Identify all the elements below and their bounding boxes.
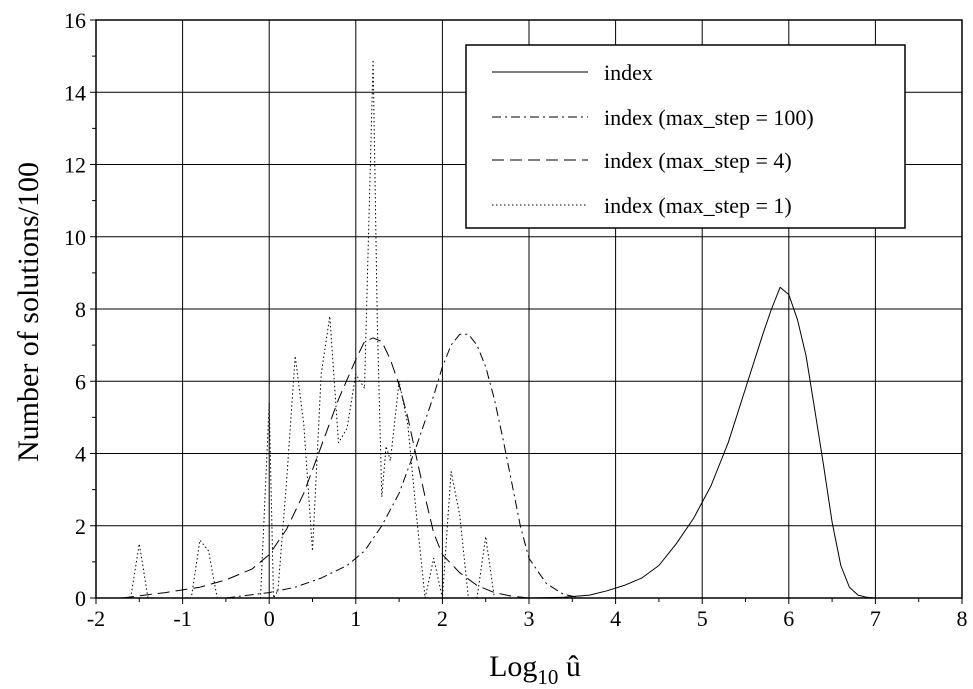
legend-label: index (max_step = 1)	[604, 193, 792, 218]
y-tick-label: 2	[75, 514, 86, 539]
x-tick-label: 2	[437, 606, 448, 631]
series-lines	[121, 59, 962, 599]
y-tick-label: 0	[75, 586, 86, 611]
x-axis-title-subscript: 10	[537, 665, 558, 689]
x-tick-label: 0	[264, 606, 275, 631]
legend: index index (max_step = 100) index (max_st…	[465, 44, 906, 229]
x-tick-label: 4	[610, 606, 621, 631]
x-axis-title: Log10 û	[489, 650, 581, 689]
series-line-dashed	[121, 337, 530, 599]
y-tick-label: 16	[64, 8, 86, 33]
y-tick-label: 10	[64, 225, 86, 250]
y-tick-label: 4	[75, 442, 86, 467]
x-tick-label: 6	[783, 606, 794, 631]
y-tick-label: 12	[64, 153, 86, 178]
x-tick-label: 5	[697, 606, 708, 631]
legend-box	[465, 44, 906, 229]
y-tick-label: 14	[64, 80, 86, 105]
series-line-solid	[528, 286, 962, 599]
legend-label: index (max_step = 100)	[604, 105, 814, 130]
x-tick-label: -1	[173, 606, 191, 631]
legend-label: index	[604, 60, 653, 85]
legend-label: index (max_step = 4)	[604, 148, 792, 173]
x-axis-title-main: Log	[489, 650, 537, 683]
axis-ticks	[90, 19, 963, 604]
series-line-dashdot	[225, 333, 582, 599]
y-axis-title: Number of solutions/100	[12, 162, 45, 462]
x-tick-label: 7	[870, 606, 881, 631]
x-tick-label: -2	[87, 606, 105, 631]
x-tick-label: 8	[957, 606, 968, 631]
y-tick-label: 6	[75, 369, 86, 394]
y-tick-labels: 0 2 4 6 8 10 12 14 16	[64, 8, 86, 611]
y-tick-label: 8	[75, 297, 86, 322]
x-axis-title-suffix: û	[558, 650, 581, 683]
x-tick-label: 3	[524, 606, 535, 631]
x-tick-labels: -2 -1 0 1 2 3 4 5 6 7 8	[87, 606, 968, 631]
x-tick-label: 1	[350, 606, 361, 631]
series-line-dotted	[130, 59, 495, 599]
